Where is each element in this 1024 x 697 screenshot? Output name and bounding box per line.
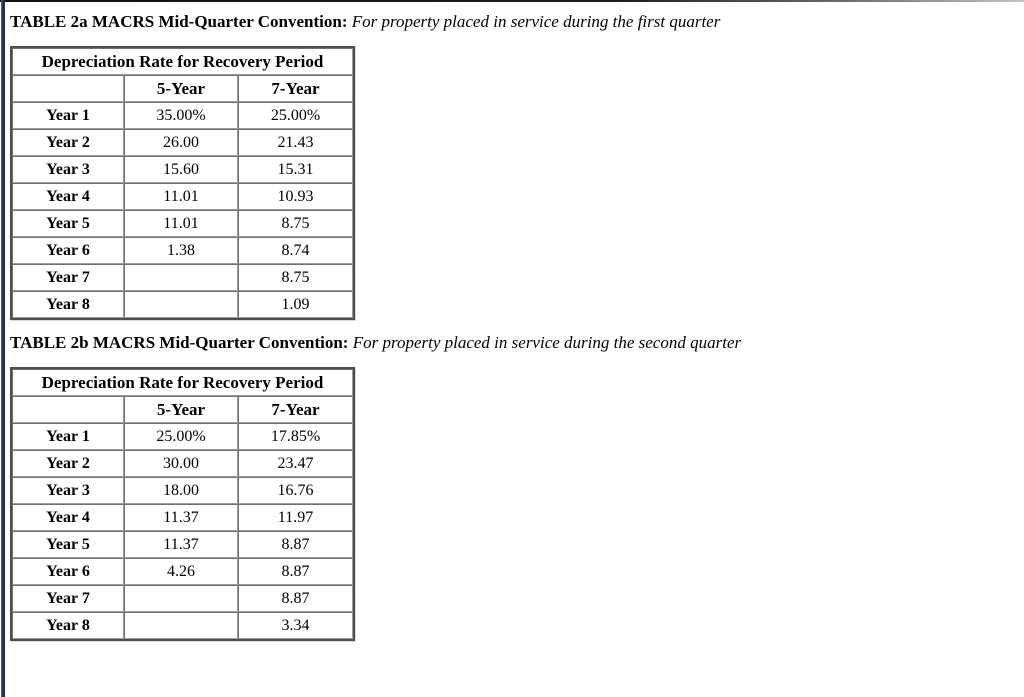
year-label: Year 2	[12, 129, 124, 156]
table-row: Year 1 35.00% 25.00%	[12, 102, 353, 129]
table-2a-title: TABLE 2a MACRS Mid-Quarter Convention: F…	[10, 12, 1010, 31]
year-label: Year 8	[12, 291, 124, 318]
year-label: Year 4	[12, 504, 124, 531]
table-2a-corner-cell	[12, 75, 124, 102]
document-content: TABLE 2a MACRS Mid-Quarter Convention: F…	[10, 12, 1010, 641]
rate-cell: 8.74	[238, 237, 353, 264]
rate-cell: 11.37	[124, 504, 238, 531]
rate-cell: 11.01	[124, 183, 238, 210]
table-row: Year 3 18.00 16.76	[12, 477, 353, 504]
table-2a-column-header-row: 5-Year 7-Year	[12, 75, 353, 102]
rate-cell: 4.26	[124, 558, 238, 585]
table-row: Year 4 11.37 11.97	[12, 504, 353, 531]
rate-cell: 1.09	[238, 291, 353, 318]
window-top-edge	[0, 0, 1024, 2]
rate-cell: 3.34	[238, 612, 353, 639]
table-2b-corner-cell	[12, 396, 124, 423]
rate-cell: 15.31	[238, 156, 353, 183]
year-label: Year 7	[12, 264, 124, 291]
table-2a-panel-header-row: Depreciation Rate for Recovery Period	[12, 48, 353, 75]
table-row: Year 5 11.37 8.87	[12, 531, 353, 558]
window-left-edge	[1, 0, 5, 697]
table-2b-column-header-row: 5-Year 7-Year	[12, 396, 353, 423]
year-label: Year 7	[12, 585, 124, 612]
rate-cell: 11.37	[124, 531, 238, 558]
table-2b-title-italic: For property placed in service during th…	[352, 333, 742, 352]
table-2a-col-header-7year: 7-Year	[238, 75, 353, 102]
table-2b-panel-header: Depreciation Rate for Recovery Period	[12, 369, 353, 396]
table-2b-title-bold: TABLE 2b MACRS Mid-Quarter Convention:	[10, 333, 349, 352]
rate-cell: 8.75	[238, 210, 353, 237]
table-2b-title: TABLE 2b MACRS Mid-Quarter Convention: F…	[10, 333, 1010, 352]
year-label: Year 2	[12, 450, 124, 477]
rate-cell: 8.87	[238, 531, 353, 558]
rate-cell: 11.97	[238, 504, 353, 531]
rate-cell: 18.00	[124, 477, 238, 504]
rate-cell: 30.00	[124, 450, 238, 477]
rate-cell: 25.00%	[124, 423, 238, 450]
year-label: Year 1	[12, 102, 124, 129]
rate-cell: 8.87	[238, 585, 353, 612]
year-label: Year 4	[12, 183, 124, 210]
rate-cell	[124, 291, 238, 318]
table-row: Year 4 11.01 10.93	[12, 183, 353, 210]
rate-cell: 16.76	[238, 477, 353, 504]
table-row: Year 5 11.01 8.75	[12, 210, 353, 237]
macrs-table-2a: Depreciation Rate for Recovery Period 5-…	[10, 46, 355, 320]
year-label: Year 8	[12, 612, 124, 639]
rate-cell: 21.43	[238, 129, 353, 156]
table-2b-col-header-7year: 7-Year	[238, 396, 353, 423]
table-2a-panel-header: Depreciation Rate for Recovery Period	[12, 48, 353, 75]
table-row: Year 7 8.87	[12, 585, 353, 612]
year-label: Year 6	[12, 237, 124, 264]
year-label: Year 3	[12, 477, 124, 504]
table-2a-col-header-5year: 5-Year	[124, 75, 238, 102]
rate-cell: 10.93	[238, 183, 353, 210]
table-2a-title-bold: TABLE 2a MACRS Mid-Quarter Convention:	[10, 12, 348, 31]
table-row: Year 8 3.34	[12, 612, 353, 639]
table-row: Year 2 30.00 23.47	[12, 450, 353, 477]
rate-cell: 35.00%	[124, 102, 238, 129]
rate-cell: 17.85%	[238, 423, 353, 450]
table-2a-title-italic: For property placed in service during th…	[351, 12, 721, 31]
rate-cell	[124, 612, 238, 639]
table-row: Year 8 1.09	[12, 291, 353, 318]
rate-cell: 26.00	[124, 129, 238, 156]
rate-cell: 1.38	[124, 237, 238, 264]
table-2b-panel-header-row: Depreciation Rate for Recovery Period	[12, 369, 353, 396]
macrs-table-2b: Depreciation Rate for Recovery Period 5-…	[10, 367, 355, 641]
rate-cell: 25.00%	[238, 102, 353, 129]
rate-cell: 11.01	[124, 210, 238, 237]
table-row: Year 6 1.38 8.74	[12, 237, 353, 264]
table-2b-col-header-5year: 5-Year	[124, 396, 238, 423]
rate-cell	[124, 585, 238, 612]
table-row: Year 6 4.26 8.87	[12, 558, 353, 585]
year-label: Year 5	[12, 531, 124, 558]
rate-cell: 8.87	[238, 558, 353, 585]
rate-cell: 15.60	[124, 156, 238, 183]
table-row: Year 2 26.00 21.43	[12, 129, 353, 156]
year-label: Year 6	[12, 558, 124, 585]
year-label: Year 3	[12, 156, 124, 183]
table-row: Year 7 8.75	[12, 264, 353, 291]
rate-cell: 8.75	[238, 264, 353, 291]
table-row: Year 3 15.60 15.31	[12, 156, 353, 183]
year-label: Year 5	[12, 210, 124, 237]
rate-cell: 23.47	[238, 450, 353, 477]
table-row: Year 1 25.00% 17.85%	[12, 423, 353, 450]
year-label: Year 1	[12, 423, 124, 450]
rate-cell	[124, 264, 238, 291]
